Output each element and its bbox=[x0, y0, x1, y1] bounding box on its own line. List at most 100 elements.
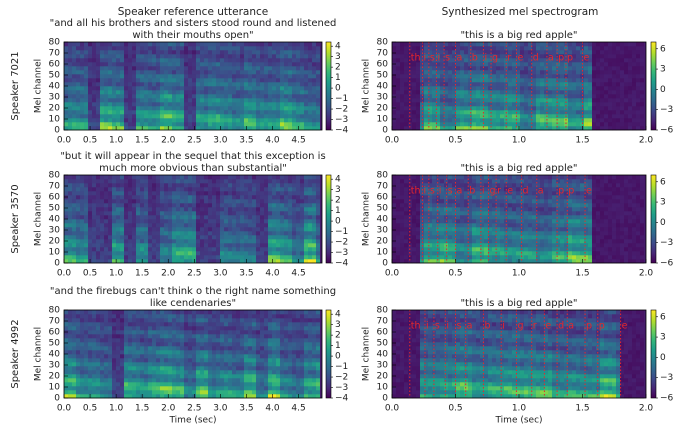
spectrogram-cell bbox=[436, 227, 441, 232]
spectrogram-cell bbox=[304, 82, 309, 87]
spectrogram-cell bbox=[216, 191, 221, 196]
spectrogram-cell bbox=[588, 126, 593, 131]
spectrogram-cell bbox=[164, 102, 169, 107]
spectrogram-cell bbox=[448, 62, 453, 67]
spectrogram-cell bbox=[464, 58, 469, 63]
spectrogram-cell bbox=[492, 50, 497, 55]
spectrogram-cell bbox=[180, 66, 185, 71]
spectrogram-cell bbox=[452, 231, 457, 236]
spectrogram-cell bbox=[284, 74, 289, 79]
spectrogram-cell bbox=[260, 211, 265, 216]
spectrogram-cell bbox=[448, 219, 453, 224]
spectrogram-cell bbox=[292, 118, 297, 123]
spectrogram-cell bbox=[180, 259, 185, 264]
spectrogram-cell bbox=[468, 74, 473, 79]
spectrogram-cell bbox=[196, 50, 201, 55]
spectrogram-cell bbox=[140, 102, 145, 107]
spectrogram-cell bbox=[188, 203, 193, 208]
colorbar-tick-label: 4 bbox=[335, 175, 341, 185]
spectrogram-cell bbox=[148, 203, 153, 208]
spectrogram-cell bbox=[84, 211, 89, 216]
spectrogram-cell bbox=[96, 78, 101, 83]
spectrogram-cell bbox=[416, 259, 421, 264]
spectrogram-cell bbox=[136, 122, 141, 127]
spectrogram-cell bbox=[440, 251, 445, 256]
spectrogram-cell bbox=[496, 58, 501, 63]
spectrogram-cell bbox=[408, 239, 413, 244]
spectrogram-cell bbox=[156, 118, 161, 123]
spectrogram-cell bbox=[132, 211, 137, 216]
spectrogram-cell bbox=[560, 102, 565, 107]
spectrogram-cell bbox=[612, 46, 617, 51]
spectrogram-cell bbox=[156, 98, 161, 103]
spectrogram-cell bbox=[296, 46, 301, 51]
spectrogram-cell bbox=[208, 42, 213, 47]
spectrogram-cell bbox=[316, 179, 321, 184]
spectrogram-cell bbox=[640, 70, 645, 75]
spectrogram-cell bbox=[300, 114, 305, 119]
spectrogram-cell bbox=[544, 98, 549, 103]
spectrogram-cell bbox=[464, 62, 469, 67]
spectrogram-cell bbox=[276, 215, 281, 220]
spectrogram-cell bbox=[188, 74, 193, 79]
spectrogram-cell bbox=[156, 126, 161, 131]
spectrogram-cell bbox=[400, 255, 405, 260]
spectrogram-cell bbox=[460, 114, 465, 119]
spectrogram-cell bbox=[88, 90, 93, 95]
spectrogram-cell bbox=[476, 106, 481, 111]
spectrogram-cell bbox=[240, 179, 245, 184]
spectrogram-cell bbox=[312, 219, 317, 224]
spectrogram-cell bbox=[72, 207, 77, 212]
spectrogram-cell bbox=[456, 42, 461, 47]
spectrogram-cell bbox=[160, 195, 165, 200]
spectrogram-cell bbox=[108, 66, 113, 71]
spectrogram-cell bbox=[480, 98, 485, 103]
spectrogram-cell bbox=[132, 42, 137, 47]
spectrogram-cell bbox=[264, 191, 269, 196]
spectrogram-cell bbox=[84, 243, 89, 248]
spectrogram-cell bbox=[160, 187, 165, 192]
spectrogram-cell bbox=[312, 179, 317, 184]
spectrogram-cell bbox=[196, 175, 201, 180]
spectrogram-cell bbox=[316, 58, 321, 63]
spectrogram-cell bbox=[212, 239, 217, 244]
spectrogram-cell bbox=[604, 98, 609, 103]
spectrogram-cell bbox=[100, 183, 105, 188]
spectrogram-cell bbox=[68, 227, 73, 232]
spectrogram-cell bbox=[116, 235, 121, 240]
spectrogram-cell bbox=[248, 78, 253, 83]
spectrogram-cell bbox=[164, 122, 169, 127]
spectrogram-cell bbox=[304, 191, 309, 196]
spectrogram-cell bbox=[128, 235, 133, 240]
spectrogram-cell bbox=[484, 187, 489, 192]
spectrogram-cell bbox=[396, 255, 401, 260]
spectrogram-cell bbox=[264, 227, 269, 232]
spectrogram-cell bbox=[632, 82, 637, 87]
spectrogram-cell bbox=[424, 175, 429, 180]
spectrogram-cell bbox=[212, 223, 217, 228]
spectrogram-cell bbox=[184, 46, 189, 51]
spectrogram-cell bbox=[444, 126, 449, 131]
spectrogram-cell bbox=[472, 58, 477, 63]
colorbar-tick-label: −2 bbox=[335, 238, 348, 248]
spectrogram-cell bbox=[304, 50, 309, 55]
column-title: Synthesized mel spectrogram bbox=[442, 6, 599, 18]
spectrogram-cell bbox=[316, 239, 321, 244]
spectrogram-cell bbox=[140, 183, 145, 188]
spectrogram-cell bbox=[504, 94, 509, 99]
spectrogram-cell bbox=[164, 203, 169, 208]
spectrogram-cell bbox=[268, 247, 273, 252]
spectrogram-cell bbox=[236, 94, 241, 99]
spectrogram-cell bbox=[392, 122, 397, 127]
spectrogram-cell bbox=[216, 175, 221, 180]
spectrogram-cell bbox=[152, 62, 157, 67]
spectrogram-cell bbox=[144, 94, 149, 99]
spectrogram-cell bbox=[428, 102, 433, 107]
spectrogram-cell bbox=[448, 86, 453, 91]
spectrogram-cell bbox=[192, 50, 197, 55]
spectrogram-cell bbox=[488, 114, 493, 119]
spectrogram-cell bbox=[524, 86, 529, 91]
spectrogram-cell bbox=[188, 239, 193, 244]
spectrogram-cell bbox=[424, 102, 429, 107]
spectrogram-cell bbox=[240, 62, 245, 67]
